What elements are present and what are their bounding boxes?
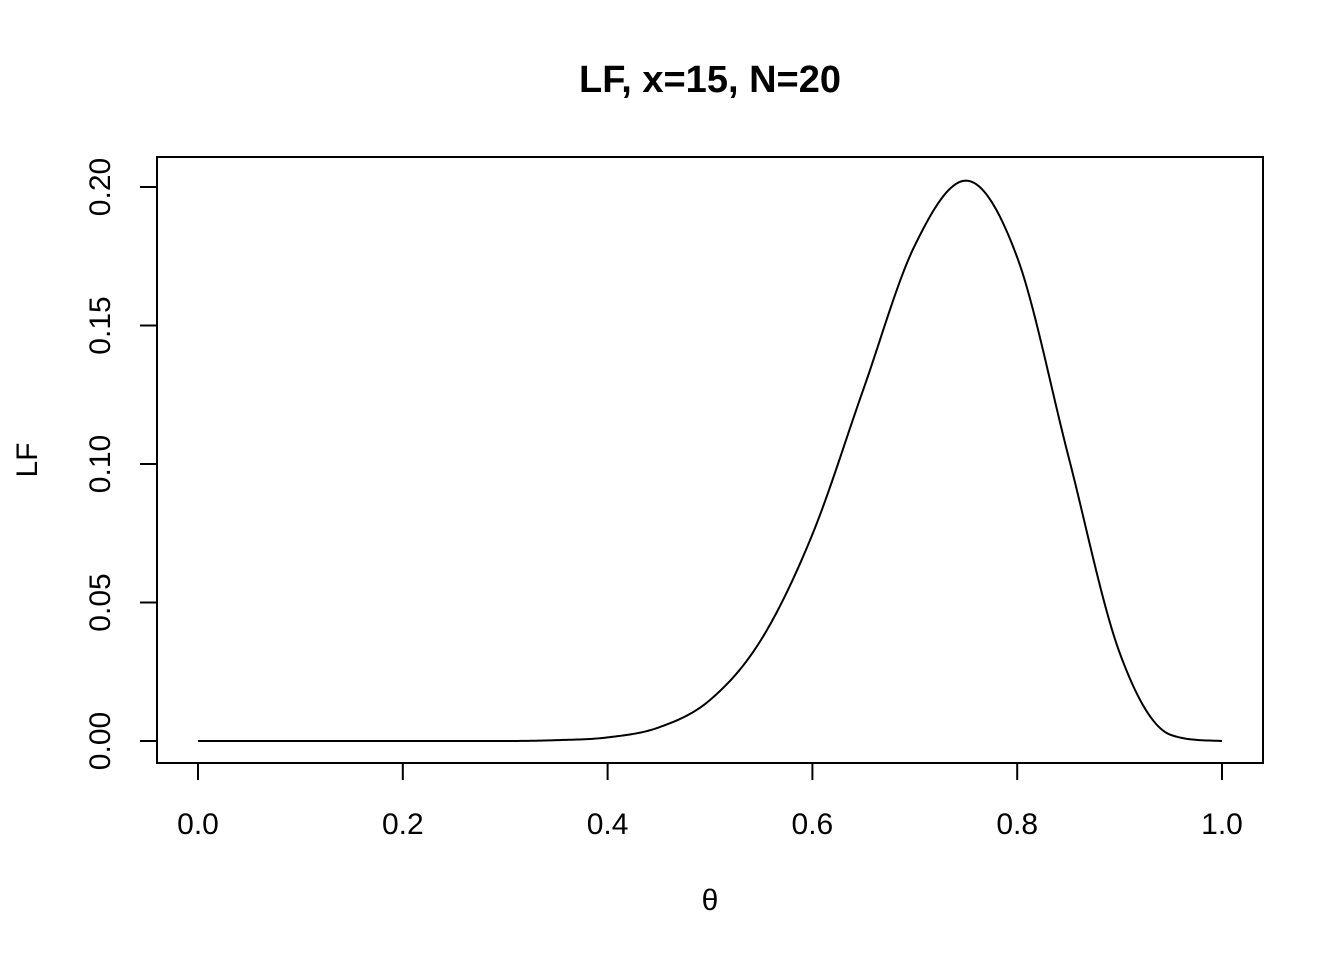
x-tick-label: 1.0	[1201, 808, 1243, 841]
y-axis-label: LF	[11, 442, 44, 477]
x-axis: 0.0 0.2 0.4 0.6 0.8 1.0	[177, 762, 1243, 841]
x-tick-label: 0.8	[996, 808, 1038, 841]
chart-title: LF, x=15, N=20	[579, 59, 841, 101]
likelihood-curve	[198, 179, 1223, 742]
y-tick-label: 0.20	[84, 158, 117, 216]
y-tick-label: 0.15	[84, 296, 117, 354]
x-tick-label: 0.6	[792, 808, 834, 841]
y-tick-label: 0.10	[84, 435, 117, 493]
x-tick-label: 0.4	[587, 808, 629, 841]
x-axis-label: θ	[702, 884, 719, 917]
x-tick-label: 0.0	[177, 808, 219, 841]
plot-frame	[156, 156, 1264, 764]
y-tick-label: 0.05	[84, 573, 117, 631]
x-tick-label: 0.2	[382, 808, 424, 841]
y-axis: 0.00 0.05 0.10 0.15 0.20	[84, 158, 158, 770]
y-tick-label: 0.00	[84, 712, 117, 770]
